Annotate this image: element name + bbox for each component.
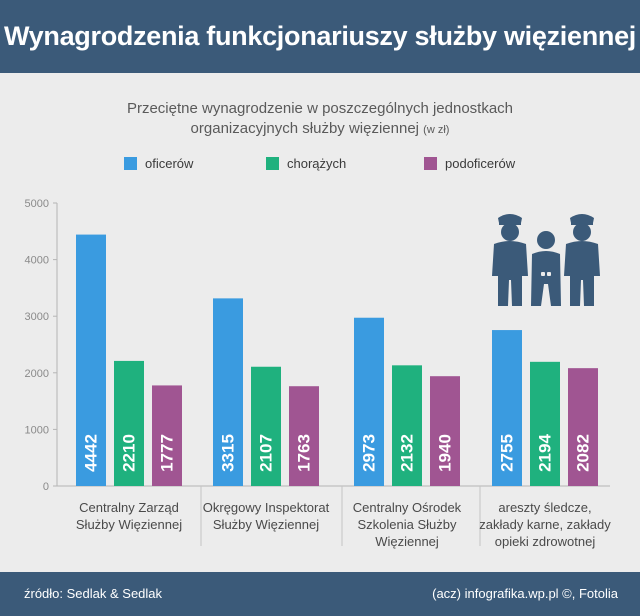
subtitle-line-2: organizacyjnych służby więziennej: [190, 120, 419, 137]
y-tick-label: 1000: [25, 424, 49, 436]
bar-value-label: 1763: [295, 434, 314, 472]
bar-value-label: 1940: [436, 434, 455, 472]
bar-value-label: 2132: [398, 434, 417, 472]
category-label: Centralny Zarząd: [79, 500, 179, 515]
legend-label-oficerow: oficerów: [145, 156, 194, 171]
bar-value-label: 2082: [574, 434, 593, 472]
y-tick-label: 0: [43, 481, 49, 493]
y-tick-label: 5000: [25, 198, 49, 210]
legend-label-chorazych: chorążych: [287, 156, 347, 171]
bar: [568, 368, 598, 486]
legend-item-chorazych: chorążych: [266, 156, 346, 171]
category-label: Służby Więziennej: [213, 517, 319, 532]
bar: [152, 385, 182, 486]
bar: [251, 366, 281, 486]
chart-legend: oficerów chorążych podoficerów: [0, 156, 640, 172]
bar-value-label: 2210: [120, 434, 139, 472]
category-label: Szkolenia Służby: [358, 517, 457, 532]
footer-source: źródło: Sedlak & Sedlak: [24, 586, 163, 601]
bar: [354, 317, 384, 486]
bar-value-label: 4442: [82, 434, 101, 472]
y-tick-label: 2000: [25, 368, 49, 380]
bar: [530, 361, 560, 486]
subtitle-unit: (w zł): [423, 124, 450, 136]
bar-value-label: 2973: [360, 434, 379, 472]
page-title: Wynagrodzenia funkcjonariuszy służby wię…: [3, 21, 637, 51]
header-bar: Wynagrodzenia funkcjonariuszy służby wię…: [0, 0, 640, 73]
bar: [289, 386, 319, 486]
legend-swatch-chorazych: [266, 157, 279, 170]
chart-panel: [0, 73, 640, 572]
bar: [114, 360, 144, 486]
legend-item-oficerow: oficerów: [124, 156, 193, 171]
bar-value-label: 2107: [257, 434, 276, 472]
category-label: opieki zdrowotnej: [495, 534, 596, 549]
bar: [430, 376, 460, 486]
legend-swatch-podoficerow: [424, 157, 437, 170]
category-label: Służby Więziennej: [76, 517, 182, 532]
footer-credit: (acz) infografika.wp.pl ©, Fotolia: [432, 586, 618, 601]
category-label: Centralny Ośrodek: [353, 500, 462, 515]
footer-bar: źródło: Sedlak & Sedlak (acz) infografik…: [0, 572, 640, 616]
subtitle-line-1: Przeciętne wynagrodzenie w poszczególnyc…: [126, 100, 514, 117]
chart-subtitle: Przeciętne wynagrodzenie w poszczególnyc…: [0, 99, 640, 140]
y-tick-label: 3000: [25, 311, 49, 323]
legend-label-podoficerow: podoficerów: [445, 156, 516, 171]
bar-value-label: 2755: [498, 434, 517, 472]
bar: [392, 365, 422, 486]
bar: [76, 234, 106, 486]
legend-item-podoficerow: podoficerów: [424, 156, 515, 171]
bar: [213, 298, 243, 486]
police-officers-escorting-prisoner-icon: [492, 214, 600, 306]
category-label: zakłady karne, zakłady: [479, 517, 611, 532]
legend-swatch-oficerow: [124, 157, 137, 170]
bar-value-label: 2194: [536, 434, 555, 472]
bar-value-label: 3315: [219, 434, 238, 472]
y-tick-label: 4000: [25, 255, 49, 267]
category-label: Okręgowy Inspektorat: [203, 500, 330, 515]
bar-chart: 0 1000 2000 3000 4000 5000 4442 2210 1777 Central…: [25, 198, 612, 549]
category-label: areszty śledcze,: [498, 500, 591, 515]
bar: [492, 330, 522, 486]
category-label: Więziennej: [375, 534, 439, 549]
bar-value-label: 1777: [158, 434, 177, 472]
